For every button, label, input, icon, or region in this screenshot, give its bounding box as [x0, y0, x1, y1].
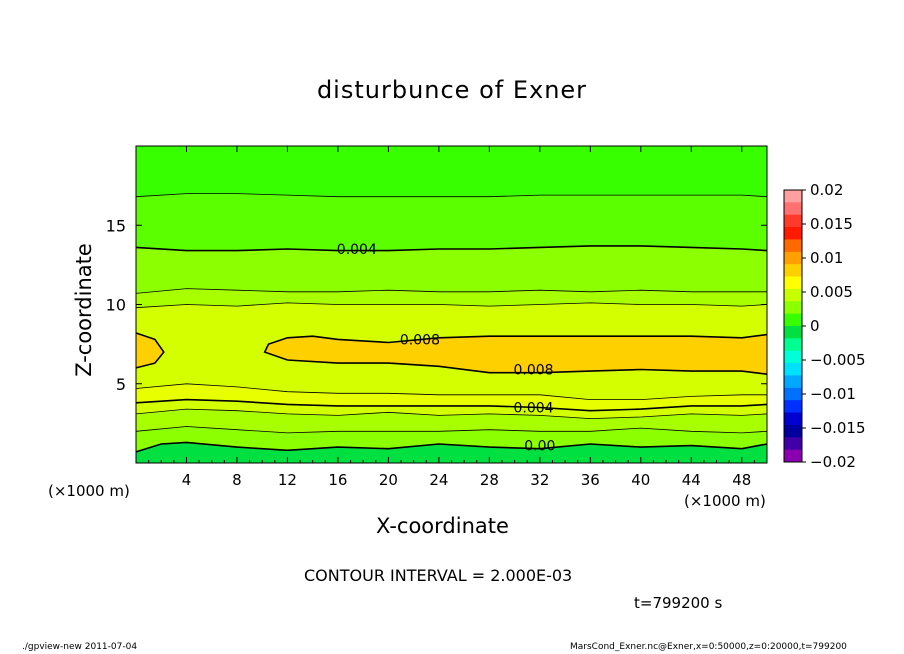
x-tick-label: 32 — [530, 471, 549, 489]
colorbar-segment — [784, 424, 802, 438]
contour-label: 0.00 — [524, 439, 555, 455]
colorbar-tick-label: −0.01 — [810, 385, 856, 403]
x-tick-label: 28 — [480, 471, 499, 489]
x-axis-label: X-coordinate — [376, 514, 509, 538]
x-tick-label: 12 — [278, 471, 297, 489]
y-axis-label: Z-coordinate — [72, 243, 96, 377]
colorbar-segment — [784, 326, 802, 339]
contour-line — [135, 193, 768, 198]
colorbar-tick-label: 0.005 — [810, 283, 853, 301]
contour-label: 0.004 — [337, 242, 377, 258]
colorbar-segment — [784, 350, 802, 364]
chart-title: disturbunce of Exner — [316, 76, 588, 104]
time-label: t=799200 s — [634, 594, 723, 612]
x-tick-label: 8 — [232, 471, 242, 489]
colorbar-segment — [784, 288, 802, 302]
colorbar-tick-label: 0 — [810, 317, 820, 335]
x-tick-label: 4 — [182, 471, 192, 489]
fill-band-bottom — [136, 442, 767, 463]
y-tick-label: 15 — [106, 216, 126, 235]
colorbar-segment — [784, 239, 802, 253]
contour-line — [135, 441, 768, 453]
x-tick-label: 20 — [379, 471, 398, 489]
x-axis-unit-left: (×1000 m) — [48, 482, 130, 500]
fill-core — [136, 333, 164, 368]
x-tick-label: 36 — [581, 471, 600, 489]
colorbar-segment — [784, 375, 802, 389]
colorbar-segment — [784, 338, 802, 352]
contour-line — [263, 333, 768, 375]
colorbar-tick-label: 0.015 — [810, 215, 853, 233]
colorbar-segment — [784, 214, 802, 228]
colorbar-tick-label: 0.01 — [810, 249, 843, 267]
colorbar-segment — [784, 227, 802, 240]
contour-line — [135, 288, 767, 294]
colorbar-segment — [784, 313, 802, 327]
colorbar-tick-label: −0.015 — [810, 419, 866, 437]
colorbar-segment — [784, 190, 802, 203]
colorbar: 0.02 0.015 0.01 0.005 0 −0.005 −0.01 −0.015 −0.0… — [783, 181, 866, 471]
contour-line-layer — [135, 193, 768, 453]
contour-label: 0.008 — [513, 362, 553, 378]
colorbar-segment — [784, 264, 802, 278]
footer-right: MarsCond_Exner.nc@Exner,x=0:50000,z=0:20… — [570, 642, 847, 652]
contour-line — [135, 245, 768, 252]
footer-left: ./gpview-new 2011-07-04 — [22, 642, 138, 652]
contour-line — [135, 398, 768, 412]
contour-label-layer: 0.004 0.008 0.008 0.004 0.00 — [337, 242, 556, 455]
colorbar-segment — [784, 449, 802, 463]
colorbar-segment — [784, 276, 802, 290]
x-tick-label: 24 — [429, 471, 448, 489]
colorbar-segment — [784, 400, 802, 414]
x-tick-label: 40 — [631, 471, 650, 489]
x-axis-unit-right: (×1000 m) — [684, 492, 766, 510]
contour-line — [135, 408, 768, 420]
colorbar-segment — [784, 301, 802, 315]
colorbar-segment — [784, 437, 802, 451]
contour-line — [135, 302, 768, 309]
contour-interval-note: CONTOUR INTERVAL = 2.000E-03 — [304, 566, 573, 585]
fill-core — [264, 334, 767, 375]
colorbar-segment — [784, 387, 802, 401]
colorbar-segment — [784, 202, 802, 216]
colorbar-tick-label: −0.005 — [810, 351, 866, 369]
colorbar-tick-label: 0.02 — [810, 181, 843, 199]
x-tick-label: 16 — [328, 471, 347, 489]
colorbar-tick-label: −0.02 — [810, 453, 856, 471]
contour-line — [135, 332, 165, 369]
contour-line — [135, 383, 767, 400]
contour-label: 0.004 — [513, 401, 553, 417]
colorbar-segment — [784, 251, 802, 265]
y-tick-label: 10 — [106, 296, 126, 315]
x-tick-label: 44 — [682, 471, 701, 489]
colorbar-segment — [784, 363, 802, 376]
colorbar-segment — [784, 412, 802, 426]
contour-line — [135, 426, 768, 434]
y-tick-label: 5 — [116, 375, 126, 394]
x-tick-label: 48 — [732, 471, 751, 489]
contour-label: 0.008 — [400, 332, 440, 348]
